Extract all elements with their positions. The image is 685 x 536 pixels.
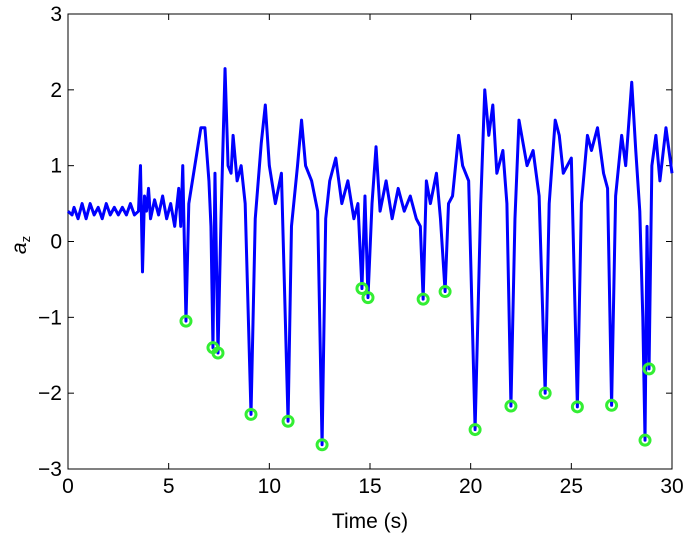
data-marker (281, 414, 295, 428)
y-tick-label: 3 (50, 3, 62, 26)
y-tick-label: 2 (50, 79, 62, 102)
x-tick-label: 0 (62, 475, 74, 498)
data-marker (355, 282, 369, 296)
data-marker (638, 433, 652, 447)
data-marker (468, 423, 482, 437)
data-marker (315, 438, 329, 452)
data-marker (211, 346, 225, 360)
y-tick-label: −1 (38, 306, 62, 329)
x-tick-label: 10 (258, 475, 281, 498)
y-axis-label-sub: z (18, 236, 33, 243)
data-marker (438, 285, 452, 299)
y-tick-label: −3 (38, 458, 62, 481)
y-tick-label: 1 (50, 155, 62, 178)
x-tick-label: 20 (459, 475, 482, 498)
data-marker (538, 386, 552, 400)
x-tick-label: 30 (660, 475, 683, 498)
x-tick-label: 15 (358, 475, 381, 498)
data-marker (642, 362, 656, 376)
x-tick-label: 25 (560, 475, 583, 498)
data-marker (570, 400, 584, 414)
data-marker (244, 407, 258, 421)
data-marker (179, 314, 193, 328)
data-line (66, 67, 674, 447)
data-marker (361, 291, 375, 305)
x-axis-label: Time (s) (332, 510, 408, 533)
data-marker (416, 292, 430, 306)
data-marker (504, 399, 518, 413)
data-marker (605, 398, 619, 412)
y-axis-label-main: a (8, 242, 31, 254)
y-axis-label: az (8, 236, 33, 254)
y-tick-label: −2 (38, 382, 62, 405)
y-tick-label: 0 (50, 231, 62, 254)
x-tick-label: 5 (163, 475, 175, 498)
